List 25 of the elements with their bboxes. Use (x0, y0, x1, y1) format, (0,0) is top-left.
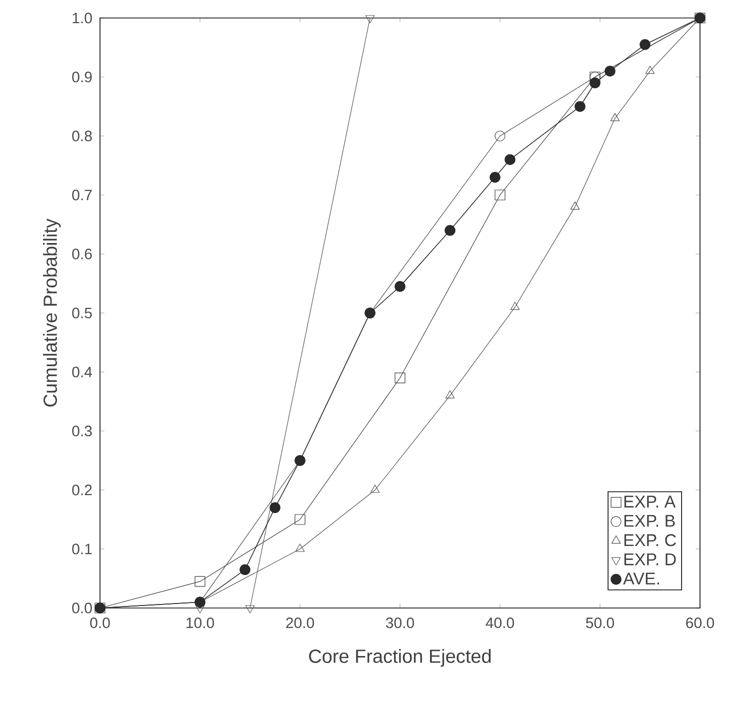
y-tick-label: 0.1 (72, 544, 92, 554)
legend-label: EXP. B (624, 514, 675, 527)
y-tick-label: 0.0 (72, 602, 92, 614)
x-tick-label: 50.0 (586, 618, 614, 628)
x-axis-title: Core Fraction Ejected (309, 649, 491, 667)
legend-label: AVE. (623, 572, 659, 584)
legend-label: EXP. A (624, 496, 676, 508)
x-tick-label: 30.0 (386, 618, 414, 628)
legend-label: EXP. D (624, 554, 676, 566)
y-tick-label: 0.7 (72, 190, 92, 200)
x-tick-label: 60.0 (686, 618, 714, 628)
x-tick-label: 10.0 (186, 618, 214, 628)
y-tick-label: 0.5 (72, 308, 92, 318)
x-tick-label: 20.0 (286, 618, 314, 628)
y-tick-label: 1.0 (72, 12, 92, 24)
legend-label: EXP. C (624, 534, 676, 546)
x-tick-label: 40.0 (486, 618, 514, 628)
y-tick-label: 0.8 (72, 130, 92, 142)
y-tick-label: 0.3 (72, 426, 92, 436)
y-axis-title: Cumulative Probability (43, 218, 61, 407)
y-tick-label: 0.6 (72, 248, 92, 260)
x-tick-label: 0.0 (90, 618, 110, 628)
y-tick-label: 0.2 (72, 484, 92, 496)
y-tick-label: 0.4 (72, 366, 92, 378)
y-tick-label: 0.9 (72, 72, 92, 82)
